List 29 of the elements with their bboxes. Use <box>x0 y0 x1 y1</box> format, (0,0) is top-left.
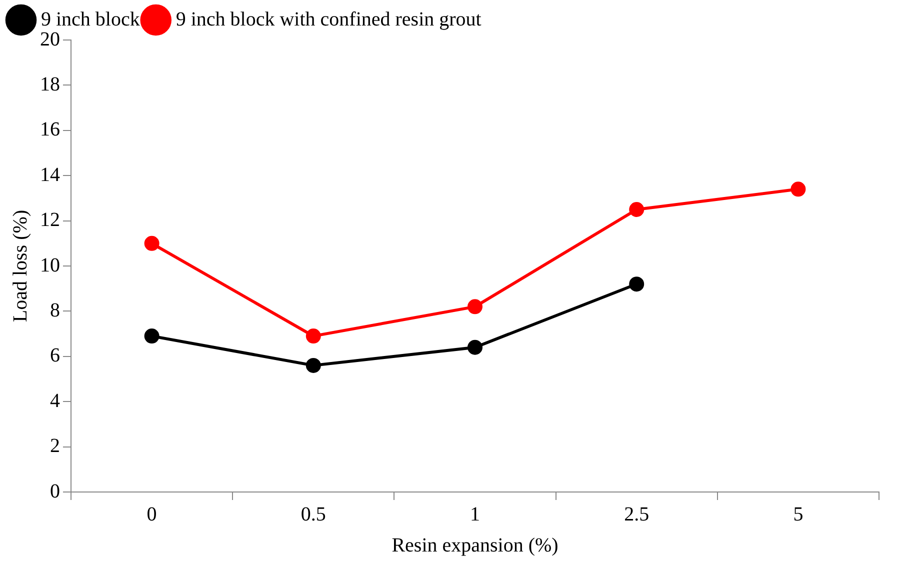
point <box>629 276 644 292</box>
x-axis-title: Resin expansion (%) <box>392 534 558 556</box>
y-tick-label: 0 <box>50 480 60 502</box>
point <box>306 358 321 373</box>
point <box>629 202 644 217</box>
x-tick-label: 5 <box>793 503 804 526</box>
point <box>468 340 482 355</box>
y-tick-label: 8 <box>50 299 60 322</box>
x-tick-label: 2.5 <box>624 503 650 526</box>
y-axis-title: Load loss (%) <box>9 210 32 322</box>
y-tick-label: 10 <box>40 254 60 276</box>
legend-label: 9 inch block with confined resin grout <box>176 8 482 30</box>
y-tick-label: 2 <box>50 435 60 458</box>
y-tick-label: 18 <box>40 73 60 96</box>
point <box>306 328 321 344</box>
y-tick-label: 6 <box>50 344 60 367</box>
x-tick-label: 1 <box>470 503 480 526</box>
point <box>468 299 482 314</box>
y-tick-label: 12 <box>40 209 60 232</box>
y-tick-label: 4 <box>50 390 60 412</box>
legend-label: 9 inch block <box>41 8 140 30</box>
point <box>144 328 160 344</box>
y-tick-label: 20 <box>40 28 60 50</box>
point <box>790 182 806 197</box>
y-tick-label: 16 <box>40 118 60 141</box>
point <box>144 236 160 251</box>
y-tick-label: 14 <box>40 164 60 186</box>
x-tick-label: 0.5 <box>300 503 326 526</box>
x-tick-label: 0 <box>146 503 157 526</box>
